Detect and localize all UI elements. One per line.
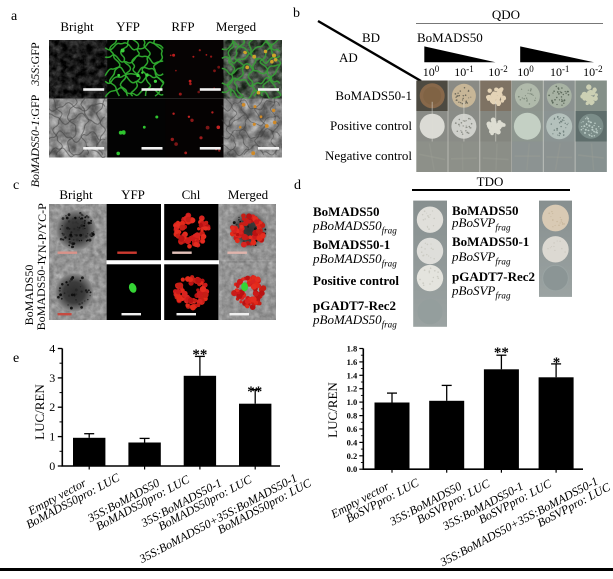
svg-text:**: ** bbox=[192, 347, 207, 363]
svg-text:1.0: 1.0 bbox=[347, 397, 358, 407]
svg-text:YN-P/YC-P: YN-P/YC-P bbox=[35, 203, 49, 262]
svg-text:1.6: 1.6 bbox=[347, 357, 358, 367]
svg-text:BoMADS50-1:GFP: BoMADS50-1:GFP bbox=[28, 94, 42, 187]
svg-text:35S:GFP: 35S:GFP bbox=[28, 42, 42, 87]
svg-text:**: ** bbox=[247, 384, 262, 400]
svg-text:0.8: 0.8 bbox=[347, 411, 358, 421]
svg-text:1.2: 1.2 bbox=[347, 384, 358, 394]
svg-text:1.4: 1.4 bbox=[347, 370, 358, 380]
svg-text:LUC/REN: LUC/REN bbox=[325, 382, 340, 438]
svg-text:0: 0 bbox=[49, 459, 55, 473]
svg-text:0.4: 0.4 bbox=[347, 437, 358, 447]
svg-text:0.6: 0.6 bbox=[347, 424, 358, 434]
svg-text:BoMADS50-1: BoMADS50-1 bbox=[34, 260, 48, 331]
svg-text:0.2: 0.2 bbox=[347, 451, 358, 461]
svg-text:**: ** bbox=[494, 345, 509, 361]
svg-text:4: 4 bbox=[49, 342, 55, 356]
svg-text:0.0: 0.0 bbox=[347, 464, 358, 474]
svg-text:1.8: 1.8 bbox=[347, 344, 358, 354]
svg-text:LUC/REN: LUC/REN bbox=[32, 384, 47, 440]
svg-text:BoMADS50: BoMADS50 bbox=[22, 265, 36, 326]
svg-text:2: 2 bbox=[49, 400, 55, 414]
svg-text:3: 3 bbox=[49, 371, 55, 385]
svg-text:1: 1 bbox=[49, 430, 55, 444]
svg-text:*: * bbox=[553, 355, 561, 371]
